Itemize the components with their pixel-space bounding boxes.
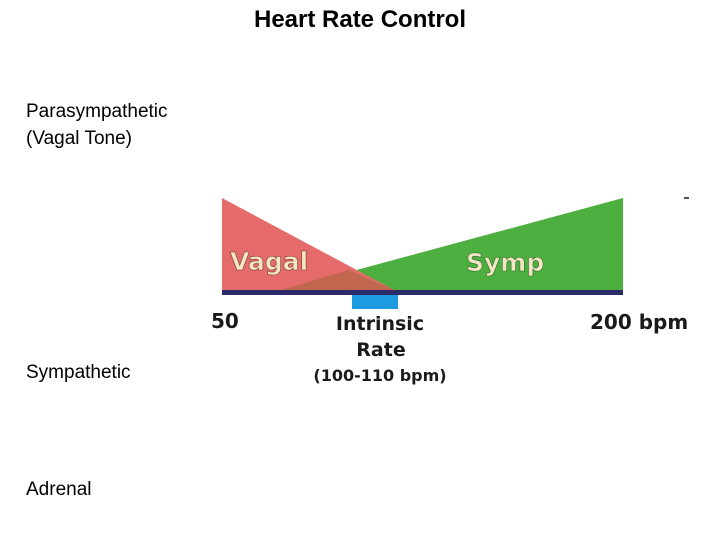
symp-wedge bbox=[275, 198, 623, 292]
slide-title: Heart Rate Control bbox=[253, 6, 467, 33]
vagal-wedge bbox=[222, 198, 398, 292]
parasympathetic-label-line1: Parasympathetic bbox=[26, 101, 168, 122]
parasympathetic-label: Parasympathetic (Vagal Tone) bbox=[26, 98, 168, 152]
right-tick-label: 200 bpm bbox=[590, 310, 688, 334]
axis-line bbox=[222, 290, 623, 295]
intrinsic-label-line2: Rate bbox=[356, 339, 405, 361]
intrinsic-range-label: (100-110 bpm) bbox=[313, 366, 446, 385]
parasympathetic-label-line2: (Vagal Tone) bbox=[26, 128, 132, 149]
left-tick-label: 50 bbox=[211, 309, 239, 333]
symp-label: Symp bbox=[466, 248, 544, 277]
intrinsic-rate-block bbox=[352, 292, 398, 309]
overlap-region bbox=[275, 270, 398, 292]
stray-dash-mark bbox=[684, 197, 689, 199]
vagal-label: Vagal bbox=[230, 247, 308, 276]
sympathetic-label: Sympathetic bbox=[26, 362, 131, 383]
intrinsic-label-line1: Intrinsic bbox=[336, 313, 424, 335]
adrenal-label: Adrenal bbox=[26, 479, 92, 500]
